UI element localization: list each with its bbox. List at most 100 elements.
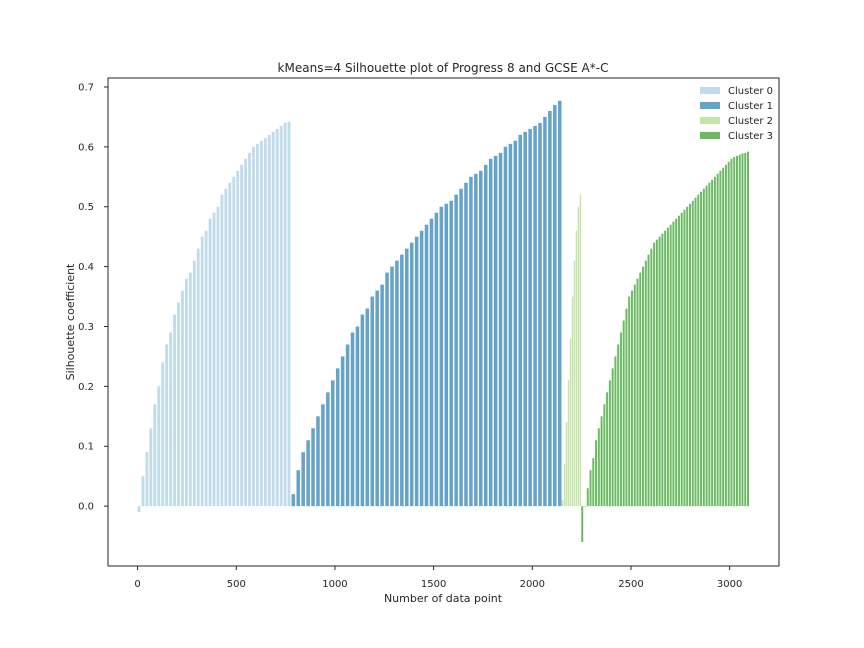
- bar-cluster-0: [256, 143, 259, 507]
- bar-cluster-3: [675, 218, 678, 507]
- bar-cluster-1: [488, 158, 493, 507]
- bar-cluster-1: [483, 164, 488, 507]
- bar-cluster-3: [606, 392, 609, 507]
- bar-cluster-3: [600, 416, 603, 507]
- bar-cluster-3: [595, 440, 598, 507]
- bar-cluster-1: [464, 182, 468, 507]
- bar-cluster-1: [385, 272, 389, 507]
- bar-cluster-3: [711, 179, 714, 507]
- y-axis-label: Silhouette coefficient: [64, 263, 77, 380]
- x-axis-label: Number of data point: [384, 592, 503, 605]
- bar-cluster-0: [224, 188, 228, 507]
- bar-cluster-1: [405, 248, 409, 507]
- bar-cluster-0: [181, 290, 184, 507]
- bar-cluster-3: [619, 332, 622, 507]
- x-tick-label: 3000: [717, 579, 742, 590]
- x-tick-label: 1000: [322, 579, 347, 590]
- x-tick-label: 1500: [421, 579, 446, 590]
- chart-title: kMeans=4 Silhouette plot of Progress 8 a…: [278, 61, 609, 75]
- x-tick-label: 2000: [520, 579, 545, 590]
- bar-cluster-3: [719, 170, 722, 507]
- bar-cluster-3: [650, 248, 653, 507]
- bar-cluster-1: [434, 212, 439, 507]
- bar-cluster-0: [275, 128, 279, 507]
- bar-cluster-0: [220, 194, 224, 507]
- bar-cluster-3: [592, 458, 595, 507]
- legend-swatch-cluster-3: [700, 132, 720, 139]
- bar-cluster-3: [636, 278, 639, 507]
- bar-cluster-1: [414, 236, 419, 507]
- bar-cluster-3: [747, 151, 750, 507]
- bar-cluster-1: [543, 116, 547, 507]
- x-tick-label: 2500: [618, 579, 643, 590]
- bar-cluster-3: [664, 230, 667, 507]
- bar-cluster-0: [244, 158, 248, 507]
- bar-cluster-0: [212, 212, 216, 507]
- bar-cluster-0: [287, 121, 291, 507]
- bar-cluster-1: [474, 173, 478, 507]
- bar-cluster-3: [597, 428, 600, 507]
- bar-cluster-3: [608, 380, 611, 507]
- bar-cluster-0: [204, 230, 208, 507]
- bar-cluster-3: [697, 194, 700, 507]
- bar-cluster-3: [653, 242, 656, 507]
- bar-cluster-1: [311, 428, 315, 507]
- bar-cluster-1: [306, 440, 310, 507]
- bar-cluster-3: [694, 197, 697, 507]
- y-axis: 0.0 0.1 0.2 0.3 0.4 0.5 0.6 0.7: [78, 82, 108, 513]
- bar-cluster-0: [279, 125, 283, 507]
- bar-cluster-0: [271, 131, 275, 507]
- x-axis: 0 500 1000 1500 2000 2500 3000: [134, 566, 742, 590]
- bar-cluster-1: [390, 266, 394, 507]
- bar-cluster-3: [589, 470, 592, 507]
- bar-cluster-1: [523, 131, 527, 507]
- bar-cluster-0: [192, 260, 196, 507]
- y-tick-label: 0.4: [78, 262, 94, 273]
- bar-cluster-3: [727, 161, 730, 507]
- bar-cluster-1: [350, 332, 355, 507]
- x-tick-label: 500: [227, 579, 246, 590]
- bar-cluster-2: [567, 380, 570, 507]
- bar-cluster-3: [614, 356, 617, 507]
- bar-cluster-0: [263, 137, 267, 507]
- bar-cluster-1: [498, 152, 503, 507]
- bar-cluster-3: [705, 185, 708, 507]
- bar-cluster-1: [557, 100, 562, 507]
- bar-cluster-0: [145, 452, 149, 507]
- bar-cluster-0: [259, 140, 263, 507]
- bar-cluster-3: [630, 290, 633, 507]
- bar-cluster-0: [267, 134, 271, 507]
- bar-cluster-0: [177, 302, 180, 507]
- bar-cluster-1: [493, 155, 498, 507]
- bar-cluster-3: [658, 236, 661, 507]
- bar-cluster-3: [661, 233, 664, 507]
- bar-cluster-1: [409, 242, 414, 507]
- bar-cluster-0: [196, 248, 200, 507]
- bar-cluster-0: [157, 386, 161, 507]
- bar-cluster-3: [686, 206, 689, 507]
- legend-label-cluster-2: Cluster 2: [728, 116, 773, 127]
- bar-cluster-3: [722, 167, 725, 507]
- bar-cluster-1: [326, 392, 330, 507]
- bar-cluster-3: [639, 272, 642, 507]
- bar-cluster-2: [571, 296, 574, 507]
- y-tick-label: 0.5: [78, 202, 94, 213]
- legend-label-cluster-3: Cluster 3: [728, 131, 773, 142]
- bar-cluster-3: [666, 227, 669, 507]
- bar-cluster-3: [644, 260, 647, 507]
- bar-cluster-3: [677, 215, 680, 507]
- bar-cluster-3: [611, 368, 614, 507]
- bar-cluster-0: [137, 506, 141, 513]
- bar-cluster-0: [161, 362, 165, 507]
- y-tick-label: 0.6: [78, 142, 94, 153]
- bar-cluster-1: [449, 200, 453, 507]
- bar-cluster-1: [469, 176, 473, 507]
- bar-cluster-1: [419, 230, 424, 507]
- bar-cluster-3: [603, 404, 606, 507]
- bar-cluster-0: [228, 182, 232, 507]
- bar-cluster-0: [188, 272, 192, 507]
- bar-cluster-2: [579, 194, 582, 507]
- bar-cluster-2: [561, 500, 564, 507]
- y-tick-label: 0.0: [78, 502, 94, 513]
- bar-cluster-3: [724, 164, 727, 507]
